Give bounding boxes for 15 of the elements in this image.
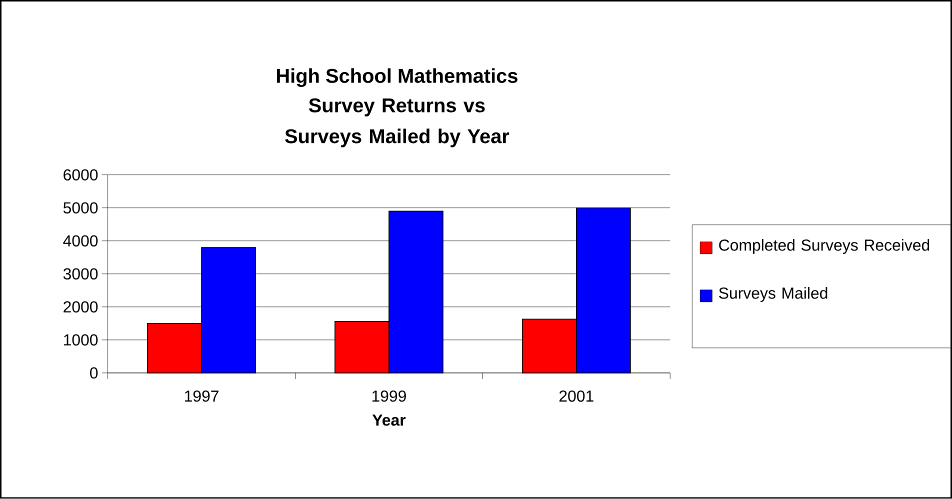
x-tick-label: 2001: [559, 390, 594, 402]
y-tick-label: 4000: [63, 235, 98, 247]
y-tick-label: 6000: [64, 169, 98, 181]
chart-subtitle: Survey Returns vs Surveys Mailed by Year: [285, 98, 510, 148]
y-tick-label: 5000: [63, 202, 98, 214]
x-tick-label: 1997: [185, 390, 218, 402]
x-tick-label: 1999: [372, 390, 406, 402]
x-axis-title: Year: [372, 414, 406, 426]
y-tick-label: 3000: [63, 268, 98, 280]
y-tick-label: 2000: [64, 301, 98, 313]
legend-label: Surveys Mailed: [719, 287, 828, 302]
legend-label: Completed Surveys Received: [719, 239, 930, 254]
y-tick-label: 1000: [64, 334, 98, 346]
chart-title: High School Mathematics: [277, 68, 518, 88]
y-tick-label: 0: [90, 367, 98, 379]
